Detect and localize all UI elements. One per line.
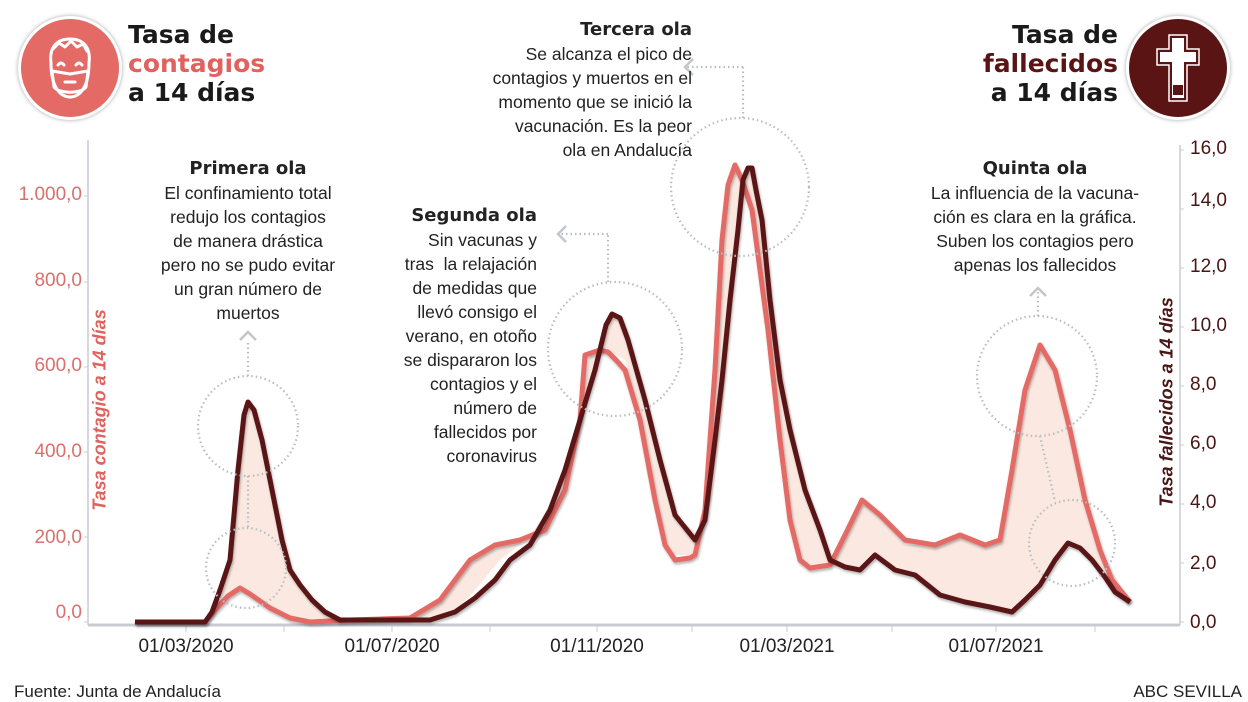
y-tick-left-1000: 1.000,0	[18, 184, 82, 205]
left-title-line2: contagios	[128, 49, 266, 78]
right-title-line2: fallecidos	[982, 49, 1118, 78]
annotation-line: contagios y el	[429, 374, 537, 394]
annotation-segunda-ola: Segunda ola Sin vacunas y tras la relaja…	[370, 204, 537, 468]
annotation-primera-ola: Primera ola El confinamiento total reduj…	[128, 157, 368, 325]
annotation-tercera-ola: Tercera ola Se alcanza el pico de contag…	[410, 18, 692, 162]
annotation-line: Se alcanza el pico de	[525, 44, 692, 64]
y-tick-left-200: 200,0	[34, 527, 82, 548]
x-tick-label: 01/03/2020	[138, 636, 234, 657]
left-title-line3: a 14 días	[128, 78, 256, 107]
difference-fill	[135, 165, 1130, 622]
y-tick-right-0: 0,0	[1190, 612, 1217, 633]
y-tick-right-16: 16,0	[1190, 138, 1227, 159]
annotation-line: llevó consigo el	[417, 302, 537, 322]
y-tick-left-600: 600,0	[34, 355, 82, 376]
arrowheads	[239, 58, 1047, 341]
left-title: Tasa de contagios a 14 días	[128, 20, 265, 107]
y-tick-left-800: 800,0	[34, 270, 82, 291]
annotation-line: vacunación. Es la peor	[514, 116, 692, 136]
y-tick-right-8: 8,0	[1190, 374, 1217, 395]
y-tick-right-2: 2,0	[1190, 553, 1217, 574]
annotation-line: de manera drástica	[173, 231, 323, 251]
highlight-circles	[196, 65, 1117, 610]
credit: ABC SEVILLA	[1133, 682, 1242, 701]
right-title: Tasa de fallecidos a 14 días	[983, 20, 1118, 107]
annotation-line: El confinamiento total	[164, 183, 332, 203]
annotation-line: redujo los contagios	[170, 207, 326, 227]
annotation-line: ola en Andalucía	[562, 140, 692, 160]
fallecidos-icon-badge	[1126, 16, 1230, 120]
annotation-line: de medidas que	[412, 278, 537, 298]
contagios-icon-badge	[18, 16, 122, 120]
y-tick-left-400: 400,0	[34, 441, 82, 462]
x-tick-label: 01/07/2021	[948, 636, 1044, 657]
annotation-line: contagios y muertos en el	[492, 68, 692, 88]
annotation-title: Primera ola	[189, 158, 307, 179]
annotation-line: ción es clara en la gráfica.	[933, 207, 1137, 227]
annotation-line: muertos	[216, 303, 280, 323]
annotation-line: apenas los fallecidos	[953, 255, 1117, 275]
annotation-quinta-ola: Quinta ola La influencia de la vacuna- c…	[900, 157, 1170, 277]
source-note: Fuente: Junta de Andalucía	[14, 682, 221, 701]
annotation-line: número de	[453, 398, 537, 418]
annotation-line: momento que se inició la	[498, 92, 692, 112]
x-tick-label: 01/07/2020	[344, 636, 440, 657]
left-title-line1: Tasa de	[128, 20, 235, 49]
y-axis-label-right: Tasa fallecidos a 14 días	[1156, 297, 1177, 507]
annotation-line: pero no se pudo evitar	[160, 255, 336, 275]
y-axis-label-left: Tasa contagio a 14 días	[89, 309, 110, 511]
fallecidos-line	[135, 165, 1132, 625]
annotation-title: Segunda ola	[411, 205, 537, 226]
right-title-line3: a 14 días	[990, 78, 1118, 107]
annotation-line: se dispararon los	[403, 350, 537, 370]
annotation-line: tras la relajación	[404, 254, 537, 274]
masked-face-icon	[49, 37, 91, 99]
right-title-line1: Tasa de	[1011, 20, 1118, 49]
y-tick-left-0: 0,0	[55, 602, 82, 623]
cross-icon	[1156, 34, 1200, 102]
annotation-line: verano, en otoño	[405, 326, 537, 346]
annotation-line: fallecidos por	[433, 422, 537, 442]
y-tick-right-12: 12,0	[1190, 256, 1227, 277]
y-tick-right-10: 10,0	[1190, 315, 1227, 336]
x-tick-label: 01/11/2020	[550, 636, 644, 657]
annotation-line: Sin vacunas y	[428, 230, 537, 250]
axis-ticks	[84, 149, 1184, 632]
annotation-title: Tercera ola	[580, 19, 692, 40]
annotation-line: La influencia de la vacuna-	[930, 183, 1140, 203]
annotation-line: un gran número de	[174, 279, 322, 299]
annotation-line: coronavirus	[446, 446, 537, 466]
y-tick-right-14: 14,0	[1190, 190, 1227, 211]
y-tick-right-6: 6,0	[1190, 433, 1217, 454]
annotation-line: Suben los contagios pero	[936, 231, 1134, 251]
x-tick-label: 01/03/2021	[739, 636, 835, 657]
annotation-title: Quinta ola	[982, 158, 1088, 179]
y-tick-right-4: 4,0	[1190, 492, 1217, 513]
